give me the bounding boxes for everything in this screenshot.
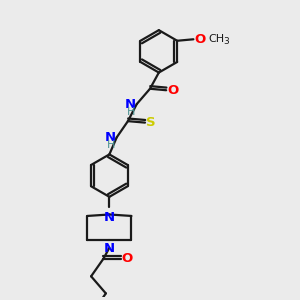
Text: CH: CH [208, 34, 224, 44]
Text: N: N [104, 211, 115, 224]
Text: O: O [194, 33, 205, 46]
Text: 3: 3 [224, 38, 229, 46]
Text: S: S [146, 116, 156, 129]
Text: O: O [167, 84, 178, 97]
Text: H: H [127, 107, 136, 117]
Text: H: H [107, 140, 116, 150]
Text: N: N [104, 131, 116, 144]
Text: N: N [104, 242, 115, 256]
Text: N: N [124, 98, 136, 111]
Text: O: O [122, 252, 133, 265]
